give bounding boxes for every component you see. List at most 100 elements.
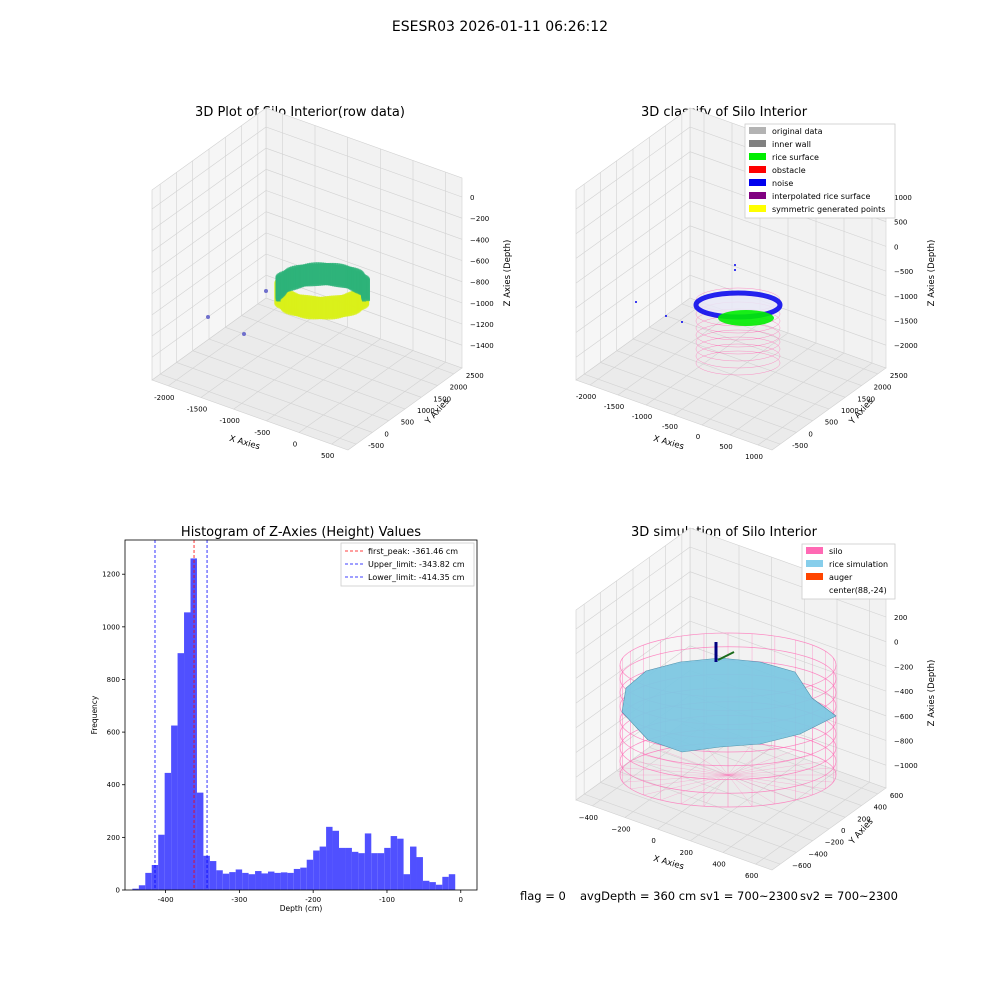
- legend-label: original data: [772, 127, 823, 136]
- legend-swatch: [806, 547, 823, 554]
- x-tick-label: -100: [379, 896, 395, 904]
- silo-spoke: [660, 749, 729, 776]
- point: [341, 265, 346, 288]
- legend-swatch: [806, 560, 823, 567]
- figure-title: ESESR03 2026-01-11 06:26:12: [392, 19, 608, 35]
- x-tick-label: 0: [651, 837, 655, 845]
- histogram-bar: [358, 853, 365, 890]
- sv2-text: sv2 = 700~2300: [800, 889, 898, 903]
- y-grid-line: [616, 350, 813, 421]
- noise-point: [635, 301, 637, 303]
- legend-label: obstacle: [772, 166, 806, 175]
- y-tick-label: 0: [384, 430, 388, 438]
- legend-swatch: [749, 192, 766, 199]
- histogram-bar: [377, 853, 385, 890]
- histogram-bar: [184, 612, 191, 890]
- y-grid-line: [584, 373, 781, 445]
- z-grid-line: [575, 250, 691, 333]
- z-grid-line: [265, 211, 463, 282]
- silo-spoke: [727, 767, 834, 776]
- histogram-bar: [371, 853, 378, 890]
- z-grid-line: [151, 169, 267, 252]
- histogram-bar: [177, 653, 185, 890]
- z-grid-line: [151, 126, 267, 210]
- z-tick-label: −1500: [894, 318, 918, 326]
- legend-label: inner wall: [772, 140, 811, 149]
- silo-ring: [695, 329, 781, 355]
- depth-histogram: Histogram of Z-Axies (Height) Values -400…: [90, 525, 478, 913]
- x-tick-label: -500: [254, 429, 270, 437]
- x-tick-label: -400: [158, 896, 174, 904]
- z-grid-line: [575, 620, 691, 704]
- z-tick-label: 0: [894, 639, 898, 647]
- y-tick-label: 1000: [841, 407, 859, 415]
- x-tick-label: 0: [696, 433, 700, 441]
- point: [293, 265, 298, 288]
- classify-3d-plot: 3D classify of Silo Interior -2000 -1500 -1…: [575, 105, 937, 461]
- histogram-bar: [222, 873, 230, 890]
- histogram-bar: [158, 834, 165, 890]
- legend-label: first_peak: -361.46 cm: [368, 547, 458, 556]
- silo-spoke: [703, 774, 729, 807]
- histogram-bar: [138, 885, 146, 890]
- histogram-bar: [261, 873, 268, 890]
- point: [304, 295, 309, 318]
- legend-label: symmetric generated points: [772, 205, 885, 214]
- silo-spoke: [643, 754, 729, 776]
- z-tick-label: −800: [470, 279, 489, 287]
- y-tick-label: 600: [107, 729, 120, 737]
- y-grid-line: [616, 770, 813, 841]
- y-tick-label: 2500: [890, 372, 908, 380]
- y-tick-label: 0: [116, 887, 120, 895]
- y-tick-label: 0: [841, 827, 845, 835]
- y-tick-label: −200: [825, 839, 844, 847]
- z-tick-label: −1200: [470, 321, 494, 329]
- y-tick-label: 1500: [857, 395, 875, 403]
- histogram-bar: [132, 888, 139, 890]
- point: [331, 297, 336, 320]
- z-tick-label: −600: [894, 713, 913, 721]
- y-tick-label: 2000: [450, 384, 468, 392]
- silo-spoke: [660, 774, 729, 801]
- z-grid-line: [689, 225, 887, 297]
- legend-swatch: [749, 179, 766, 186]
- y-grid-line: [192, 350, 389, 421]
- y-grid-line: [160, 373, 357, 445]
- point: [365, 279, 370, 302]
- legend-swatch: [749, 127, 766, 134]
- histogram-bar: [190, 558, 197, 890]
- chart-title: Histogram of Z-Axies (Height) Values: [181, 525, 421, 540]
- legend: first_peak: -361.46 cm Upper_limit: -343.…: [340, 542, 475, 587]
- z-grid-line: [151, 253, 267, 337]
- y-tick-label: -500: [368, 442, 384, 450]
- z-tick-label: −1400: [470, 342, 494, 350]
- z-grid-line: [575, 546, 691, 630]
- x-tick-label: -1500: [604, 403, 624, 411]
- silo-spoke: [727, 774, 796, 801]
- legend-label: center(88,-24): [829, 586, 887, 595]
- silo-spoke: [727, 754, 813, 776]
- y-tick-label: −400: [808, 850, 827, 858]
- histogram-bar: [429, 882, 436, 890]
- z-tick-label: −1000: [894, 762, 918, 770]
- silo-spoke: [727, 774, 753, 807]
- histogram-bar: [390, 836, 398, 890]
- histogram-bar: [306, 859, 314, 890]
- histogram-bar: [313, 850, 320, 890]
- histogram-bar: [351, 851, 359, 890]
- legend-frame: [801, 543, 896, 600]
- x-tick-label: 200: [680, 849, 693, 857]
- y-tick-label: −600: [792, 862, 811, 870]
- y-tick-label: 600: [890, 792, 903, 800]
- z-grid-line: [689, 274, 887, 346]
- point: [295, 265, 300, 288]
- z-tick-label: 1000: [894, 194, 912, 202]
- z-tick-label: 0: [470, 194, 474, 202]
- legend-label: silo: [829, 547, 843, 556]
- y-tick-label: 400: [874, 804, 887, 812]
- flag-text: flag = 0: [520, 889, 566, 903]
- histogram-bar: [267, 871, 275, 890]
- x-tick-label: 0: [293, 441, 297, 449]
- silo-spoke: [727, 749, 796, 776]
- z-grid-line: [151, 147, 267, 231]
